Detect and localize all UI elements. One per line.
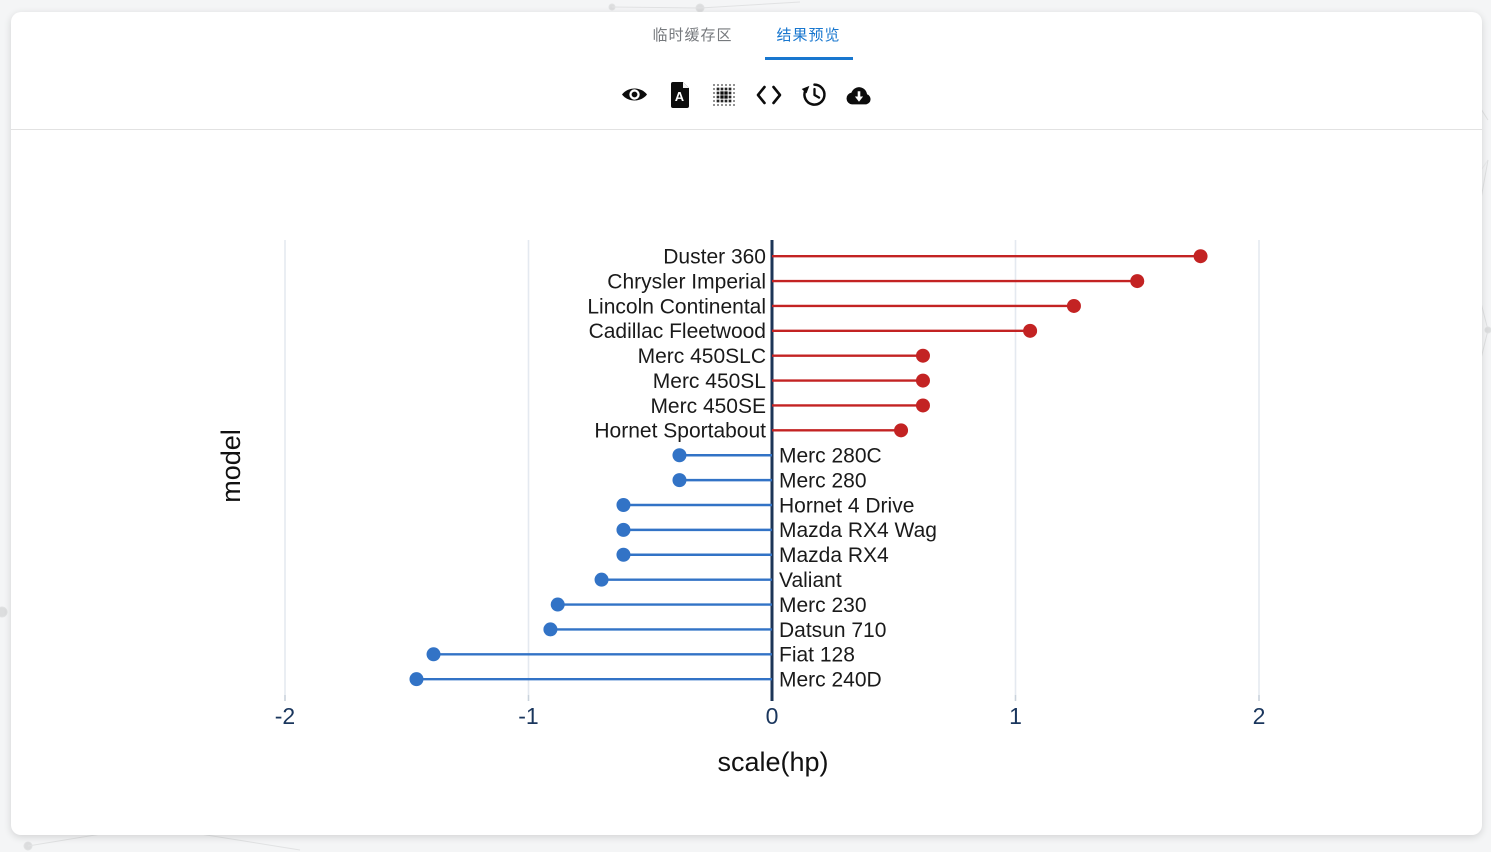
view-code-button[interactable] bbox=[755, 81, 783, 109]
code-icon bbox=[756, 85, 782, 104]
history-button[interactable] bbox=[800, 81, 828, 109]
tab-result-preview[interactable]: 结果预览 bbox=[764, 27, 853, 60]
toolbar: A bbox=[11, 60, 1482, 129]
dot-matrix-button[interactable] bbox=[710, 81, 738, 109]
export-pdf-button[interactable]: A bbox=[665, 81, 693, 109]
svg-text:A: A bbox=[674, 89, 684, 104]
history-icon bbox=[801, 83, 826, 106]
download-button[interactable] bbox=[845, 81, 873, 109]
eye-icon bbox=[621, 88, 647, 101]
tab-temp-buffer[interactable]: 临时缓存区 bbox=[652, 27, 733, 44]
pdf-file-icon: A bbox=[670, 81, 689, 108]
preview-button[interactable] bbox=[620, 81, 648, 109]
dot-matrix-icon bbox=[713, 83, 735, 106]
preview-card: 临时缓存区 结果预览 A bbox=[11, 12, 1482, 835]
cloud-download-icon bbox=[846, 86, 871, 104]
tab-bar: 临时缓存区 结果预览 bbox=[11, 12, 1482, 60]
divider bbox=[11, 129, 1482, 130]
